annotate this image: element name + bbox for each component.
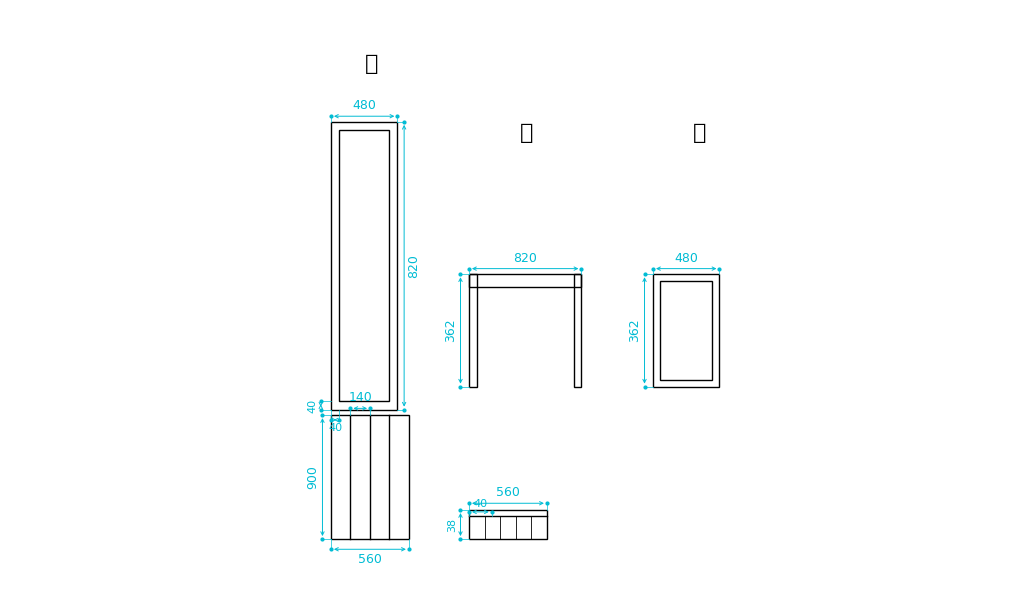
Bar: [469, 274, 477, 386]
Bar: [339, 130, 390, 402]
Bar: [660, 282, 713, 380]
Text: 820: 820: [513, 252, 537, 264]
Text: 140: 140: [348, 391, 372, 404]
Text: 560: 560: [358, 553, 382, 566]
Bar: [332, 122, 397, 409]
Text: 900: 900: [306, 465, 319, 489]
Bar: [332, 415, 409, 539]
Text: 362: 362: [444, 319, 457, 342]
Bar: [653, 274, 719, 386]
Text: 横: 横: [520, 123, 534, 144]
Text: 横: 横: [692, 123, 706, 144]
Bar: [574, 274, 581, 386]
Text: 560: 560: [496, 487, 520, 499]
Text: 480: 480: [352, 99, 376, 112]
Text: 480: 480: [674, 252, 698, 264]
Bar: [469, 274, 581, 287]
Text: 362: 362: [628, 319, 641, 342]
Text: 38: 38: [448, 518, 458, 532]
Text: 40: 40: [308, 398, 318, 412]
Text: 40: 40: [328, 423, 342, 433]
Bar: [469, 510, 547, 539]
Text: 上: 上: [365, 54, 378, 75]
Text: 820: 820: [407, 254, 421, 277]
Text: 40: 40: [473, 499, 487, 509]
